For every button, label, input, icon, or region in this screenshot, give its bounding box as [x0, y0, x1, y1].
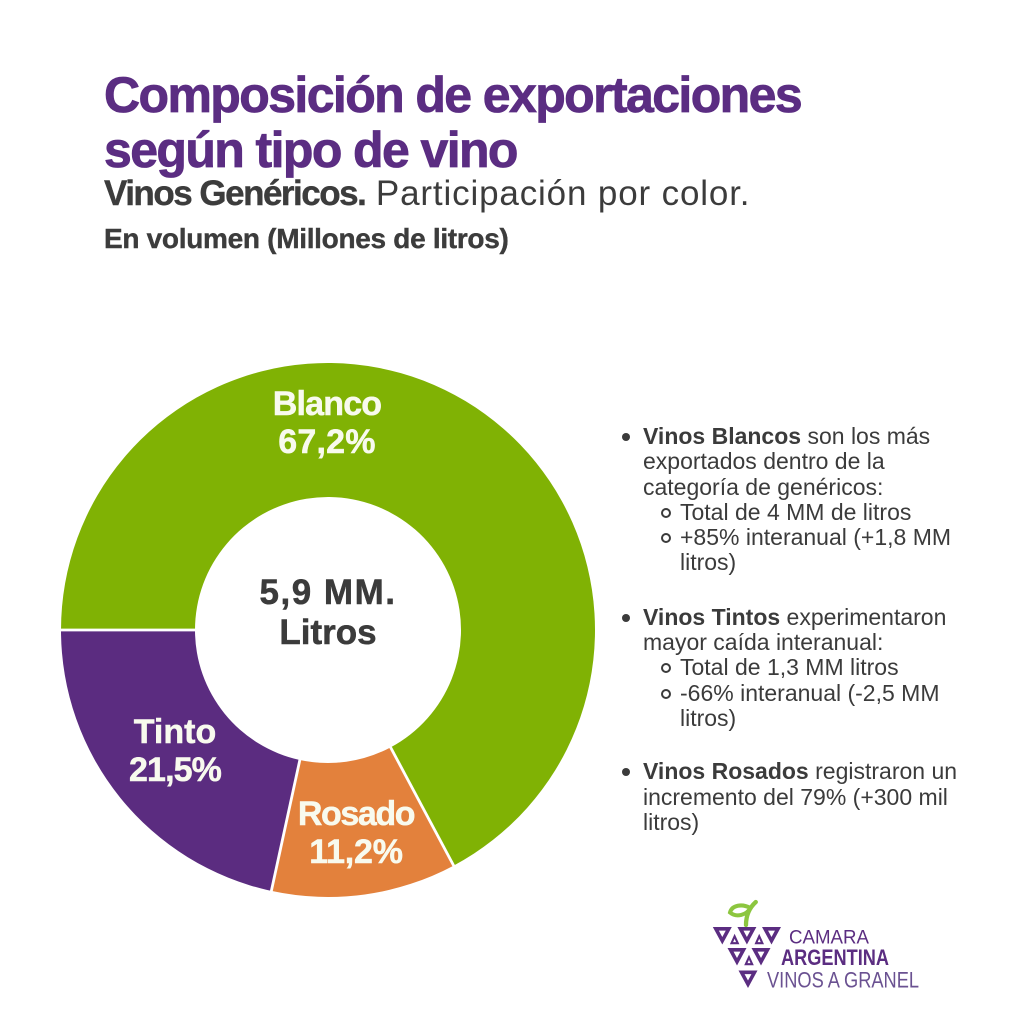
svg-text:ARGENTINA: ARGENTINA	[781, 945, 889, 970]
svg-text:VINOS A GRANEL: VINOS A GRANEL	[767, 968, 919, 993]
svg-text:CAMARA: CAMARA	[789, 927, 869, 948]
